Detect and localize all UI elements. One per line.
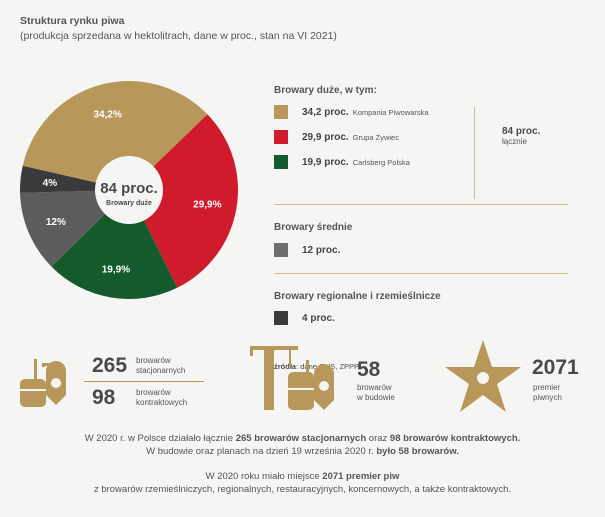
text: 2071 premier piw [322, 471, 400, 482]
legend-swatch [274, 105, 288, 119]
slice-label: 29,9% [193, 200, 221, 211]
stat-premieres-label: premier piwnych [533, 383, 562, 403]
large-total-sub: łącznie [502, 137, 527, 146]
legend-regional-title: Browary regionalne i rzemieślnicze [274, 291, 441, 302]
summary-paragraph-1: W 2020 r. w Polsce działało łącznie 265 … [0, 432, 605, 458]
divider [274, 273, 568, 274]
regional-value: 4 proc. [302, 312, 335, 324]
stat-contract-number: 98 [92, 386, 116, 409]
divider [274, 204, 568, 205]
legend-medium-title: Browary średnie [274, 222, 353, 233]
text: W budowie oraz planach na dzień 19 wrześ… [146, 446, 377, 457]
summary-paragraph-2: W 2020 roku miało miejsce 2071 premier p… [0, 470, 605, 496]
text: oraz [366, 433, 390, 444]
legend-item: 19,9 proc. Carlsberg Polska [274, 155, 568, 169]
large-total: 84 proc. [502, 126, 541, 137]
brewery-icon [20, 359, 66, 407]
divider [84, 381, 204, 382]
legend-swatch [274, 311, 288, 325]
donut-hole [95, 156, 163, 224]
label-line: w budowie [357, 393, 395, 402]
donut-slice [129, 114, 238, 288]
legend-name: Kompania Piwowarska [352, 107, 429, 117]
legend-item: 29,9 proc. Grupa Żywiec [274, 130, 568, 144]
text: 98 browarów kontraktowych. [389, 433, 521, 444]
text: było 58 browarów. [376, 446, 459, 457]
hop-icon [477, 372, 489, 384]
legend-name: Grupa Żywiec [352, 132, 399, 142]
legend: Browary duże, w tym: 34,2 proc. Kompania … [274, 85, 568, 371]
slice-label: 12% [46, 217, 66, 228]
label-line: browarów [357, 383, 392, 392]
donut-slice [22, 81, 208, 190]
slice-label: 34,2% [93, 109, 121, 120]
stat-building-label: browarów w budowie [357, 383, 395, 403]
center-sublabel: Browary duże [106, 200, 152, 207]
label-line: premier [533, 383, 561, 392]
legend-item: 34,2 proc. Kompania Piwowarska [274, 105, 568, 119]
label-line: stacjonarnych [136, 366, 186, 375]
stat-stationary-label: browarów stacjonarnych [136, 356, 185, 376]
legend-value: 29,9 proc. [302, 131, 349, 143]
chart-subtitle: (produkcja sprzedana w hektolitrach, dan… [20, 30, 337, 42]
stat-building-number: 58 [357, 358, 381, 381]
slice-label: 4% [43, 178, 58, 189]
legend-value: 34,2 proc. [302, 106, 349, 118]
label-line: browarów [136, 356, 171, 365]
label-line: kontraktowych [136, 398, 188, 407]
donut-chart: 29,9% 19,9% 12% 4% 34,2% 84 proc. Browary duże [20, 81, 238, 299]
donut-slice [51, 190, 178, 299]
stat-premieres-number: 2071 [532, 356, 579, 379]
slice-label: 19,9% [102, 264, 130, 275]
legend-value: 19,9 proc. [302, 156, 349, 168]
legend-swatch [274, 243, 288, 257]
legend-large-title: Browary duże, w tym: [274, 85, 377, 96]
legend-name: Carlsberg Polska [352, 157, 410, 167]
text: W 2020 roku miało miejsce [205, 471, 323, 482]
star-icon [445, 340, 521, 412]
divider [474, 107, 475, 199]
text: z browarów rzemieślniczych, regionalnych… [93, 484, 512, 495]
legend-swatch [274, 130, 288, 144]
text: W 2020 r. w Polsce działało łącznie [84, 433, 236, 444]
crane-brewery-icon [250, 346, 334, 410]
medium-value: 12 proc. [302, 244, 341, 256]
stat-stationary-number: 265 [92, 354, 128, 377]
label-line: browarów [136, 388, 171, 397]
label-line: piwnych [533, 393, 562, 402]
source-label: źródła [274, 362, 297, 371]
center-label: 84 proc. [100, 180, 158, 197]
text: 265 browarów stacjonarnych [235, 433, 367, 444]
stat-contract-label: browarów kontraktowych [136, 388, 187, 408]
chart-title: Struktura rynku piwa [20, 15, 125, 27]
legend-swatch [274, 155, 288, 169]
